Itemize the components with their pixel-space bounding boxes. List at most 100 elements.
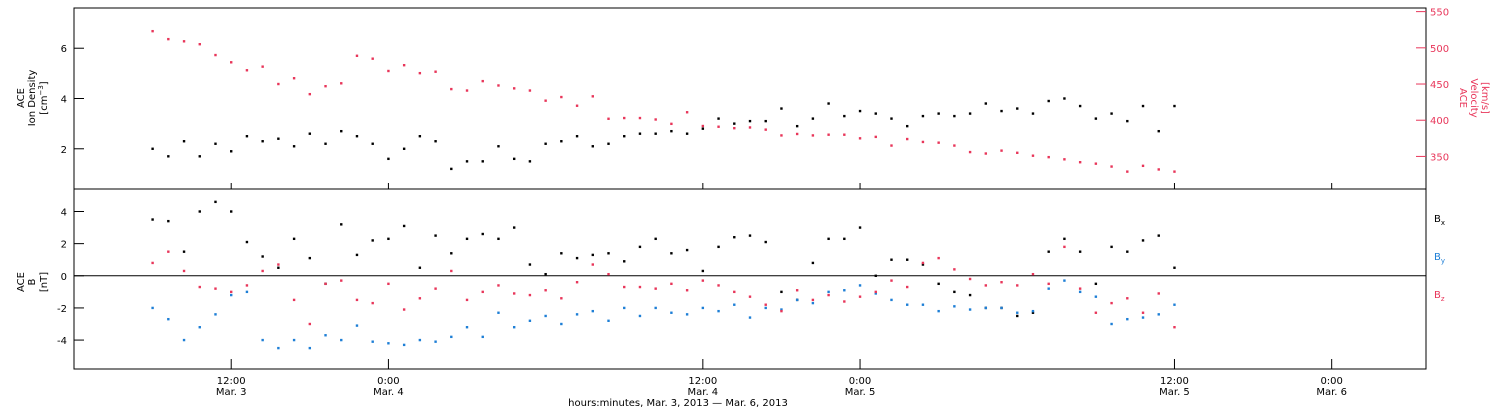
density-point-9 [292, 145, 296, 148]
density-point-29 [607, 142, 610, 145]
bottom-panel-points [151, 200, 1176, 350]
by-point-12 [340, 338, 343, 342]
density-point-8 [277, 137, 280, 140]
density-point-43 [827, 102, 830, 105]
density-point-14 [371, 142, 374, 145]
legend-by-name: B [1434, 252, 1441, 263]
velocity-point-32 [654, 118, 657, 121]
velocity-point-17 [418, 71, 422, 75]
by-point-43 [827, 290, 830, 294]
velocity-point-59 [1078, 161, 1082, 164]
density-point-56 [1031, 112, 1035, 115]
bz-point-44 [843, 300, 846, 303]
bx-point-4 [214, 200, 217, 204]
density-axis-unit: [cm−3] [37, 81, 50, 114]
bx-point-16 [402, 224, 406, 228]
bz-point-56 [1031, 272, 1035, 276]
bx-point-45 [858, 226, 862, 229]
velocity-point-11 [324, 84, 327, 88]
velocity-point-53 [984, 152, 988, 155]
bz-point-17 [418, 297, 422, 300]
bz-point-36 [717, 284, 720, 287]
bz-point-48 [906, 285, 909, 289]
bx-point-46 [874, 274, 877, 277]
by-point-58 [1063, 279, 1066, 282]
velocity-point-51 [953, 144, 956, 147]
velocity-point-14 [371, 57, 374, 60]
bx-point-30 [623, 260, 626, 263]
bx-point-26 [560, 252, 563, 255]
bz-point-47 [890, 279, 893, 282]
by-point-29 [607, 319, 610, 322]
by-point-30 [623, 306, 626, 310]
bx-point-35 [701, 269, 705, 273]
density-point-58 [1063, 97, 1066, 100]
bx-point-1 [167, 219, 170, 223]
density-point-6 [245, 135, 249, 138]
by-point-31 [638, 314, 642, 318]
density-point-51 [953, 114, 956, 118]
bx-point-60 [1094, 282, 1098, 286]
x-tick-date-3: Mar. 5 [845, 387, 876, 398]
density-unit-base: [cm [39, 96, 50, 115]
bz-point-13 [355, 298, 359, 302]
velocity-point-61 [1110, 165, 1113, 168]
by-point-47 [890, 298, 893, 302]
velocity-point-20 [465, 89, 469, 92]
velocity-point-48 [906, 137, 909, 141]
bz-point-19 [450, 269, 453, 273]
bz-point-51 [953, 268, 956, 271]
density-point-45 [858, 109, 862, 113]
velocity-point-8 [277, 82, 280, 86]
density-point-44 [843, 114, 846, 118]
bz-point-10 [308, 322, 312, 326]
bz-point-27 [575, 281, 579, 284]
velocity-point-65 [1173, 170, 1176, 173]
velocity-point-25 [544, 99, 547, 102]
bx-point-47 [890, 258, 893, 261]
by-point-36 [717, 309, 720, 313]
by-point-18 [434, 340, 437, 343]
x-tick-date-1: Mar. 4 [373, 387, 404, 398]
bz-point-22 [497, 284, 500, 287]
bz-point-57 [1047, 282, 1050, 286]
density-point-52 [968, 112, 972, 115]
legend-bx-name: B [1434, 214, 1441, 225]
bz-point-16 [402, 308, 406, 311]
bz-point-43 [827, 293, 830, 297]
bz-point-7 [261, 269, 264, 273]
density-point-37 [733, 122, 736, 125]
density-axis-label-line2: Ion Density [27, 70, 38, 127]
density-point-15 [387, 157, 390, 161]
velocity-point-57 [1047, 155, 1050, 159]
bx-point-22 [497, 237, 500, 241]
by-point-0 [151, 306, 154, 310]
density-point-12 [340, 129, 343, 133]
velocity-point-16 [402, 63, 406, 67]
velocity-point-49 [921, 140, 925, 144]
bx-point-65 [1173, 266, 1176, 269]
bx-point-56 [1031, 311, 1035, 314]
velocity-tick-label-350: 350 [1430, 152, 1449, 163]
bz-point-65 [1173, 326, 1176, 329]
velocity-point-41 [795, 132, 799, 136]
velocity-point-40 [780, 134, 783, 137]
velocity-point-0 [151, 29, 154, 33]
velocity-point-23 [512, 87, 516, 90]
bz-point-53 [984, 284, 988, 287]
velocity-point-1 [167, 37, 170, 41]
bz-point-41 [795, 289, 799, 292]
bz-point-40 [780, 309, 783, 313]
bz-point-15 [387, 282, 390, 286]
density-point-50 [937, 112, 940, 115]
by-point-9 [292, 338, 296, 342]
bx-point-21 [481, 232, 484, 236]
bx-point-8 [277, 266, 280, 269]
by-point-6 [245, 290, 249, 294]
bx-point-38 [748, 234, 752, 237]
by-point-7 [261, 338, 264, 342]
x-tick-time-1: 0:00 [377, 376, 399, 387]
bz-point-26 [560, 297, 563, 300]
density-point-23 [512, 157, 516, 161]
